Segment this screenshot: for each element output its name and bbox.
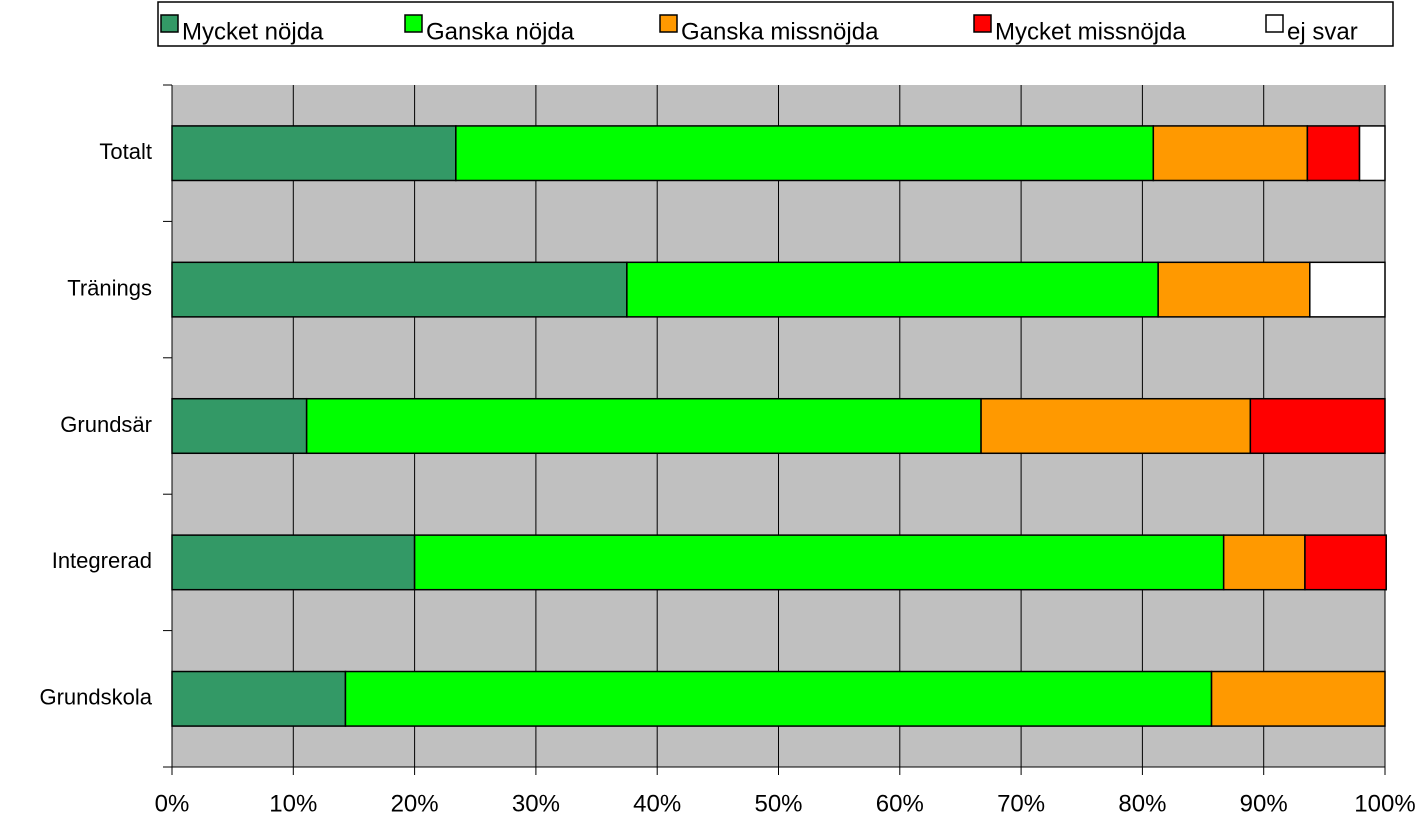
y-tick-label: Grundsär [60, 412, 152, 437]
legend-swatch [1265, 14, 1284, 33]
x-tick-label: 100% [1354, 790, 1415, 817]
legend-swatch [160, 14, 179, 33]
bar-segment [1152, 125, 1309, 182]
bar-segment [413, 534, 1225, 591]
bar-segment [455, 125, 1155, 182]
y-tick-label: Tränings [67, 275, 152, 300]
legend-box [157, 1, 1394, 47]
bar-segment [626, 261, 1159, 318]
x-tick-label: 20% [391, 790, 439, 817]
legend-label: Mycket missnöjda [995, 18, 1186, 45]
bar-segment [305, 397, 982, 455]
bar-segment [171, 670, 347, 727]
bar-segment [1249, 397, 1386, 455]
bar-segment [171, 125, 457, 182]
bar-segment [1157, 261, 1311, 318]
legend-label: Ganska nöjda [426, 18, 575, 45]
x-tick-label: 30% [512, 790, 560, 817]
x-tick-label: 80% [1118, 790, 1166, 817]
x-tick-label: 90% [1240, 790, 1288, 817]
x-tick-label: 40% [633, 790, 681, 817]
bar-segment [1222, 534, 1306, 591]
bar-segment [1358, 125, 1386, 182]
y-tick-label: Grundskola [39, 685, 152, 710]
bar-segment [344, 670, 1213, 727]
legend-label: ej svar [1287, 18, 1358, 45]
x-tick-label: 60% [876, 790, 924, 817]
legend-swatch [659, 14, 678, 33]
bar-segment [171, 261, 628, 318]
x-tick-label: 0% [155, 790, 190, 817]
y-tick-label: Integrerad [52, 548, 152, 573]
bar-segment [1210, 670, 1386, 727]
y-tick-label: Totalt [99, 139, 152, 164]
x-tick-label: 50% [754, 790, 802, 817]
legend-swatch [404, 14, 423, 33]
bar-segment [171, 397, 308, 455]
x-tick-label: 10% [269, 790, 317, 817]
bar-segment [1306, 125, 1361, 182]
legend-label: Ganska missnöjda [681, 18, 879, 45]
bar-segment [1309, 261, 1386, 318]
bar-segment [980, 397, 1252, 455]
bar-segment [171, 534, 416, 591]
bar-segment [1304, 534, 1387, 591]
x-tick-label: 70% [997, 790, 1045, 817]
legend-swatch [973, 14, 992, 33]
legend-label: Mycket nöjda [182, 18, 324, 45]
